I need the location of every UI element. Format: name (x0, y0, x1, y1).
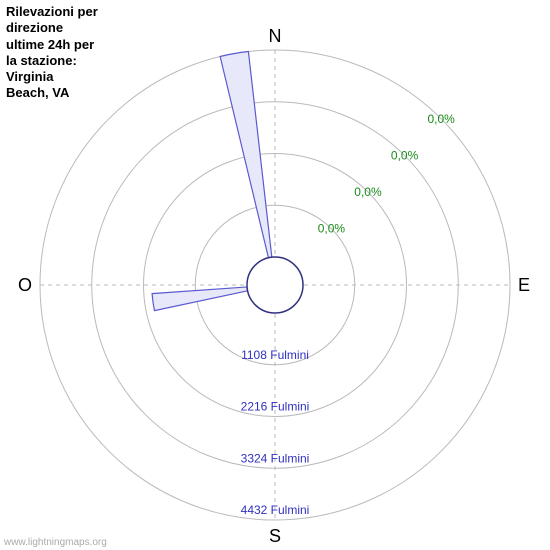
pct-label-4: 0,0% (427, 112, 455, 126)
polar-chart-svg: 0,0% 0,0% 0,0% 0,0% 1108 Fulmini 2216 Fulmini… (0, 0, 550, 550)
count-label-4: 4432 Fulmini (241, 503, 310, 517)
pct-label-2: 0,0% (354, 185, 382, 199)
pct-label-1: 0,0% (318, 222, 346, 236)
count-label-3: 3324 Fulmini (241, 451, 310, 465)
pct-label-3: 0,0% (391, 148, 419, 162)
count-label-2: 2216 Fulmini (241, 400, 310, 414)
attribution-text: www.lightningmaps.org (4, 537, 107, 548)
inner-circle (247, 257, 303, 313)
petal-1 (152, 287, 248, 311)
cardinal-w: O (18, 275, 32, 295)
petal-0 (220, 52, 272, 258)
cardinal-s: S (269, 526, 281, 546)
polar-chart-root: Rilevazioni per direzione ultime 24h per… (0, 0, 550, 550)
cardinal-e: E (518, 275, 530, 295)
count-label-1: 1108 Fulmini (241, 348, 309, 362)
cardinal-n: N (269, 26, 282, 46)
